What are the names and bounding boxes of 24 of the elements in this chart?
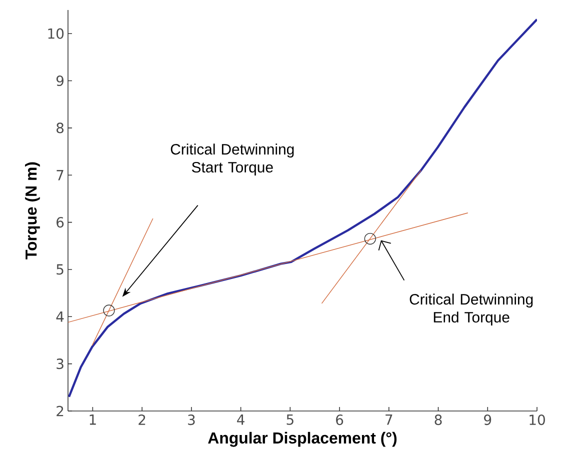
annotation: Critical Detwinning End Torque xyxy=(410,294,533,326)
x-tick-label: 5 xyxy=(286,414,294,425)
x-tick-label: 4 xyxy=(237,414,244,425)
x-tick-label: 2 xyxy=(138,414,146,425)
x-tick-label: 9 xyxy=(484,414,492,426)
y-tick-label: 3 xyxy=(56,358,64,370)
y-tick-label: 4 xyxy=(56,312,64,322)
y-tick-label: 7 xyxy=(56,170,64,180)
annotation: Critical Detwinning Start Torque xyxy=(170,144,294,176)
y-tick-label: 5 xyxy=(56,264,64,275)
y-tick-label: 6 xyxy=(56,217,64,228)
x-axis-title: Angular Displacement (°) xyxy=(208,432,397,447)
x-tick-label: 6 xyxy=(336,414,344,426)
y-tick-label: 8 xyxy=(56,122,64,134)
x-tick-label: 3 xyxy=(188,414,195,426)
x-tick-label: 7 xyxy=(386,414,392,425)
y-axis-title: Torque (N m) xyxy=(25,162,40,260)
x-tick-label: 10 xyxy=(530,414,545,426)
x-tick-label: 8 xyxy=(434,414,442,426)
y-tick-label: 9 xyxy=(56,75,64,86)
y-tick-label: 10 xyxy=(48,28,64,39)
line-series xyxy=(68,18,537,398)
x-tick-label: 1 xyxy=(90,414,96,425)
y-tick-label: 2 xyxy=(56,406,64,416)
